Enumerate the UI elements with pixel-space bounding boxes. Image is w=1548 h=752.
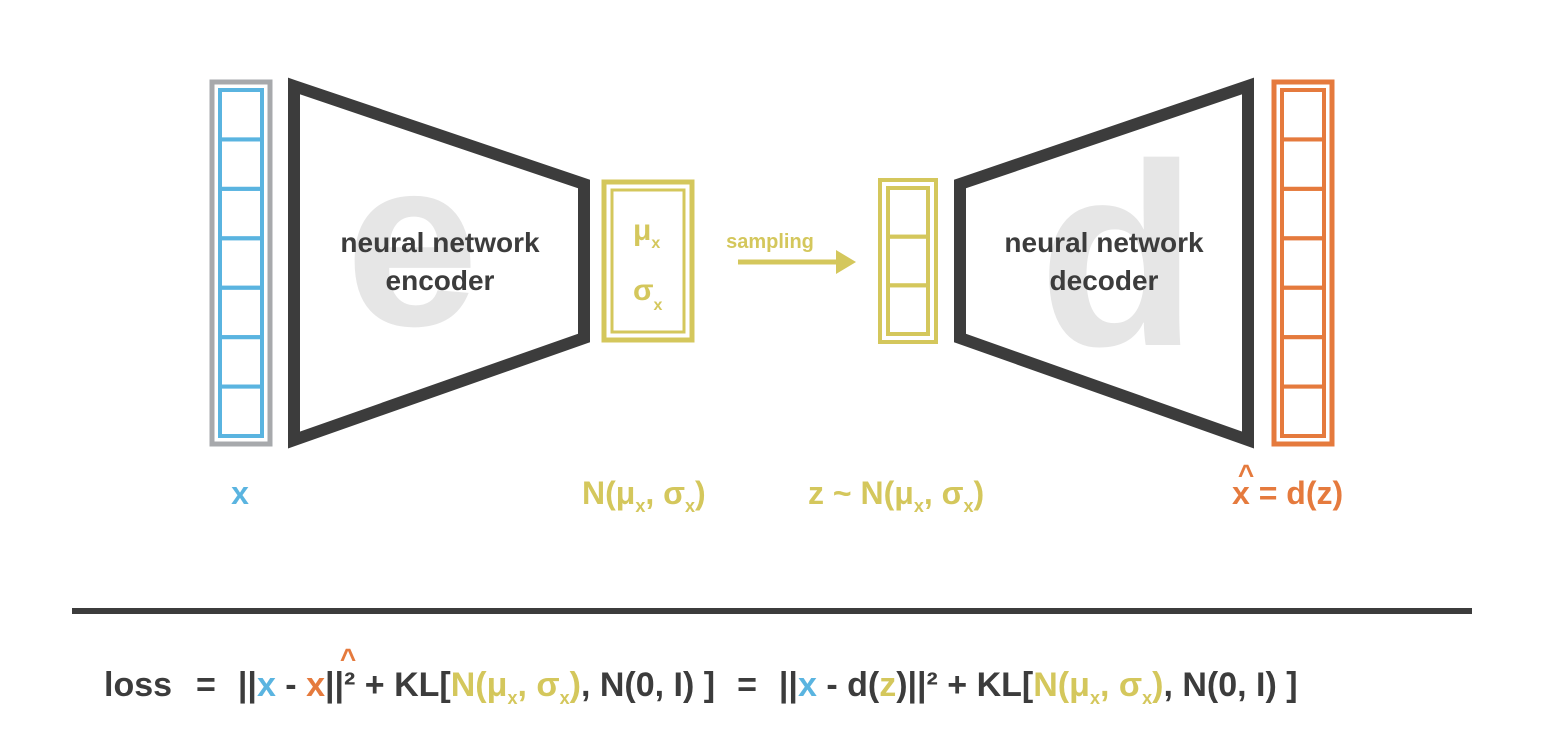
loss-hat: ^ <box>340 643 356 674</box>
input-vector-cell <box>218 335 264 389</box>
decoder-trapezoid <box>954 77 1254 449</box>
mu-symbol: μx <box>633 214 660 252</box>
latent-box-inner <box>610 188 686 334</box>
output-vector-cell <box>1280 137 1326 191</box>
encoder-block: e neural network encoder <box>288 77 590 449</box>
arrow-head <box>836 250 856 274</box>
output-vector-cell <box>1280 88 1326 142</box>
decoder-label-line1: neural network <box>1004 227 1204 258</box>
input-vector-frame <box>209 79 273 447</box>
input-vector-cell <box>218 285 264 340</box>
input-vector-cell <box>218 88 264 142</box>
latent-box-outer <box>601 179 695 343</box>
decoder-label-line2: decoder <box>1050 265 1159 296</box>
decoder-ghost-letter: d <box>1039 111 1198 401</box>
encoder-ghost-letter: e <box>345 108 478 376</box>
decoder-block: d neural network decoder <box>954 77 1254 449</box>
output-vector-frame <box>1271 79 1335 447</box>
input-vector-cell <box>218 384 264 439</box>
encoder-label-line1: neural network <box>340 227 540 258</box>
sample-vector-cell <box>886 186 930 239</box>
input-vector-cell <box>218 236 264 290</box>
sample-label: z ~ N(μx, σx) <box>808 475 984 516</box>
output-vector-cell <box>1280 285 1326 340</box>
output-vector-cell <box>1280 186 1326 241</box>
loss-equation: loss = ||x - x||² + KL[N(μx, σx), N(0, I) … <box>104 666 1298 708</box>
output-vector-cell <box>1280 236 1326 290</box>
sigma-symbol: σx <box>633 274 663 314</box>
encoder-label-line2: encoder <box>386 265 495 296</box>
sample-vector-cell <box>886 234 930 288</box>
output-vector-cell <box>1280 384 1326 439</box>
output-label: ^ x = d(z) <box>1232 459 1343 511</box>
input-vector-cell <box>218 137 264 191</box>
input-label: x <box>231 475 249 511</box>
output-vector <box>1271 79 1335 447</box>
sample-vector-frame <box>878 178 938 344</box>
sampling-label: sampling <box>726 231 814 253</box>
encoder-trapezoid <box>288 77 590 449</box>
output-formula: x = d(z) <box>1232 475 1343 511</box>
loss-formula: ^ loss = ||x - x||² + KL[N(μx, σx), N(0, I… <box>104 643 1298 708</box>
sample-vector <box>878 178 938 344</box>
output-vector-cell <box>1280 335 1326 389</box>
sample-vector-cell <box>886 283 930 337</box>
latent-distribution: μx σx <box>601 179 695 343</box>
latent-label: N(μx, σx) <box>582 475 706 516</box>
input-vector-cell <box>218 186 264 241</box>
output-hat: ^ <box>1238 459 1254 490</box>
input-vector <box>209 79 273 447</box>
sampling-arrow: sampling <box>726 231 856 274</box>
